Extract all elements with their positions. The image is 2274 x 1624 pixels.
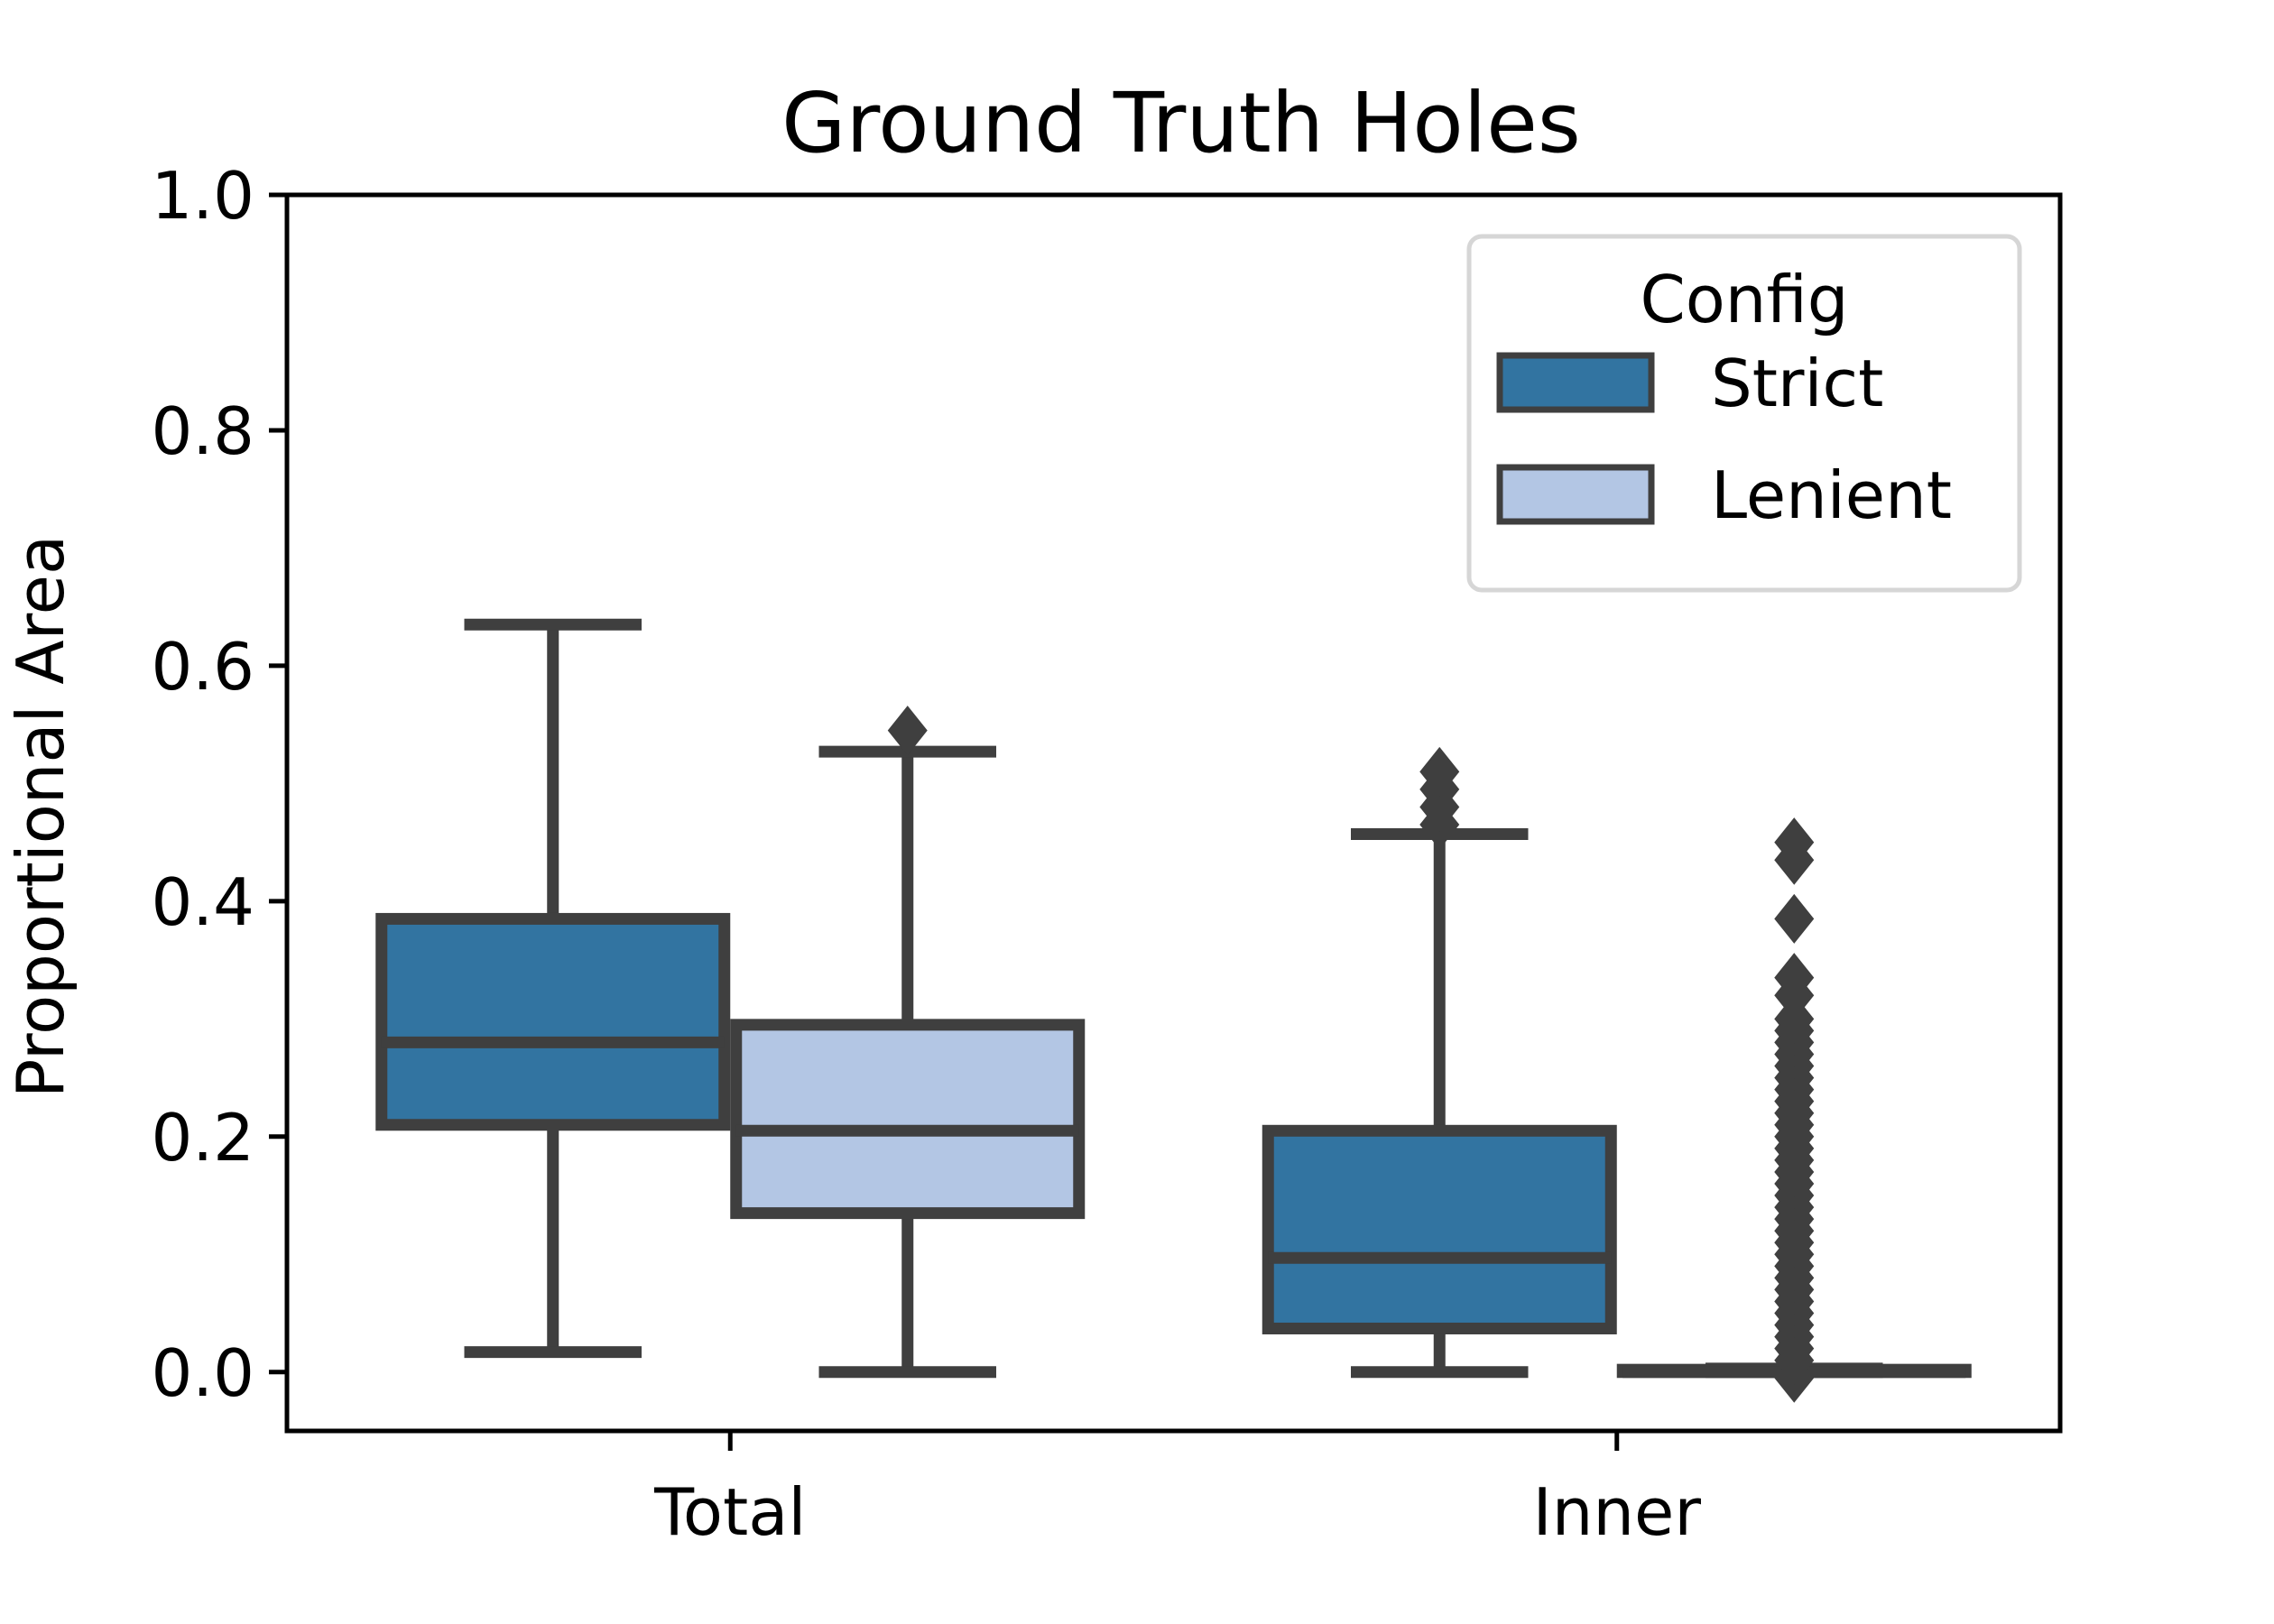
y-tick-label-1: 0.2 (151, 1100, 254, 1176)
y-tick-label-4: 0.8 (151, 393, 254, 469)
chart-title: Ground Truth Holes (781, 75, 1581, 171)
x-tick-label-inner: Inner (1533, 1474, 1702, 1550)
plot-frame (284, 192, 2063, 1434)
legend-swatch-strict (1496, 352, 1655, 413)
legend: Config Strict Lenient (1466, 234, 2022, 593)
y-tick-label-0: 0.0 (151, 1335, 254, 1411)
outlier-lenient-inner-32 (1774, 953, 1815, 1003)
y-tick-label-5: 1.0 (151, 158, 254, 234)
legend-label-lenient: Lenient (1711, 457, 1952, 533)
box-strict-inner (1262, 1124, 1617, 1334)
legend-swatch-lenient (1496, 464, 1655, 525)
y-axis-label: Proportional Area (3, 535, 79, 1098)
y-tick-label-3: 0.6 (151, 629, 254, 705)
outlier-lenient-total-0 (887, 706, 928, 756)
box-lenient-total (730, 1019, 1086, 1220)
outlier-strict-inner-3 (1419, 746, 1460, 797)
y-tick-label-2: 0.4 (151, 864, 254, 940)
box-strict-total (375, 912, 731, 1131)
legend-label-strict: Strict (1711, 346, 1883, 421)
x-tick-label-total: Total (653, 1474, 806, 1550)
outlier-lenient-inner-35 (1774, 817, 1815, 868)
outlier-lenient-inner-33 (1774, 893, 1815, 944)
x-axis: Total Inner (653, 1431, 1701, 1550)
plot-area (375, 618, 1972, 1403)
y-axis: 0.0 0.2 0.4 0.6 0.8 1.0 (151, 158, 287, 1411)
legend-title: Config (1640, 262, 1848, 337)
